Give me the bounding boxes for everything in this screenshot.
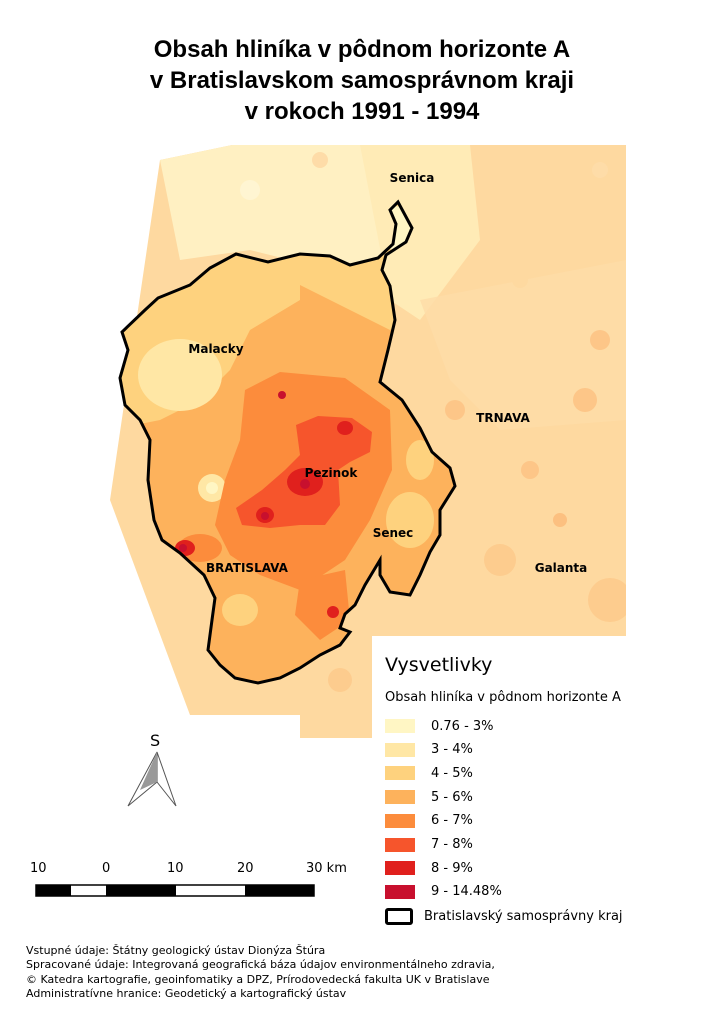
legend-label: 8 - 9% <box>431 860 473 876</box>
credit-line-1: Vstupné údaje: Štátny geologický ústav D… <box>26 944 326 957</box>
legend-item: 6 - 7% <box>385 813 473 829</box>
legend-label: 9 - 14.48% <box>431 884 502 900</box>
scale-label-2: 0 <box>102 861 111 876</box>
legend-item: 4 - 5% <box>385 765 473 781</box>
scale-label-1: 10 <box>30 861 47 876</box>
legend-swatch <box>385 884 415 899</box>
scale-bar <box>35 884 315 897</box>
map-title-line-2: v Bratislavskom samosprávnom kraji <box>149 67 575 94</box>
map-title-line-3: v rokoch 1991 - 1994 <box>244 98 480 125</box>
data-sources: Vstupné údaje: Štátny geologický ústav D… <box>26 944 495 1002</box>
credit-line-3: © Katedra kartografie, geoinfomatiky a D… <box>26 972 490 986</box>
credit-line-2: Spracované údaje: Integrovaná geografick… <box>26 958 495 972</box>
legend-swatch <box>385 813 415 828</box>
legend-swatch <box>385 766 415 781</box>
place-label-senica: Senica <box>390 171 435 185</box>
legend-boundary-label: Bratislavský samosprávny kraj <box>424 908 623 924</box>
legend-swatch <box>385 719 415 733</box>
legend-label: 4 - 5% <box>431 765 473 781</box>
map-title-line-1: Obsah hliníka v pôdnom horizonte A <box>153 36 571 63</box>
scale-label-3: 10 <box>167 861 184 876</box>
place-label-bratislava: BRATISLAVA <box>206 561 289 575</box>
place-label-galanta: Galanta <box>535 561 588 575</box>
place-label-trnava: TRNAVA <box>476 411 530 425</box>
place-label-senec: Senec <box>373 526 414 540</box>
credit-line-4: Administratívne hranice: Geodetický a ka… <box>26 987 347 1001</box>
legend-label: 3 - 4% <box>431 742 473 758</box>
legend-item: 5 - 6% <box>385 789 473 805</box>
legend-swatch <box>385 837 415 852</box>
legend-label: 6 - 7% <box>431 813 473 829</box>
north-arrow-label: S <box>150 731 161 750</box>
place-label-pezinok: Pezinok <box>305 466 359 480</box>
legend-boundary-swatch <box>385 907 413 925</box>
legend-item: 9 - 14.48% <box>385 884 502 900</box>
legend-item: 7 - 8% <box>385 837 473 853</box>
place-label-malacky: Malacky <box>188 342 243 356</box>
legend-label: 0.76 - 3% <box>431 718 494 734</box>
scale-label-4: 20 <box>237 861 254 876</box>
legend-swatch <box>385 790 415 805</box>
legend-item: 3 - 4% <box>385 742 473 758</box>
scale-label-5: 30 km <box>306 861 347 876</box>
legend-subtitle: Obsah hliníka v pôdnom horizonte A <box>385 690 621 705</box>
legend-swatch <box>385 861 415 876</box>
legend-title: Vysvetlivky <box>385 654 493 676</box>
north-arrow-icon <box>127 751 177 807</box>
legend-swatch <box>385 742 415 757</box>
legend-item-boundary: Bratislavský samosprávny kraj <box>385 907 623 925</box>
legend-label: 5 - 6% <box>431 789 473 805</box>
legend-item: 0.76 - 3% <box>385 718 494 734</box>
legend-label: 7 - 8% <box>431 837 473 852</box>
map-legend: Vysvetlivky Obsah hliníka v pôdnom horiz… <box>372 636 632 936</box>
map-title: Obsah hliníka v pôdnom horizonte A v Bra… <box>0 34 724 127</box>
legend-item: 8 - 9% <box>385 860 473 876</box>
